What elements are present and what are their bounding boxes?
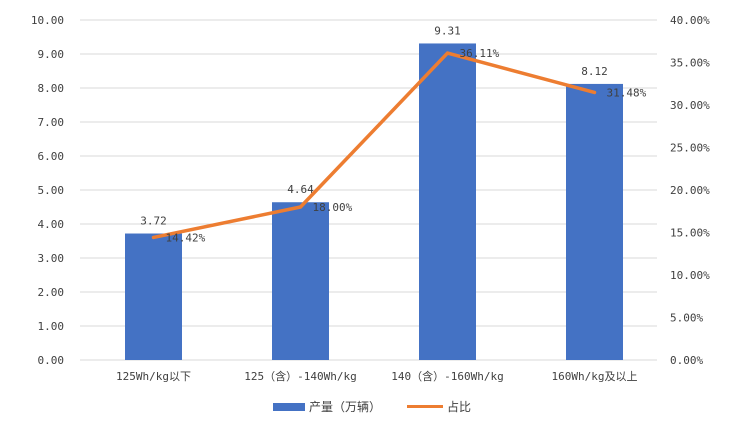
category-label: 160Wh/kg及以上 [552,370,638,383]
line-series [151,51,597,240]
right-tick-label: 40.00% [670,14,710,27]
line-data-label: 31.48% [607,86,647,99]
legend-swatch-bar [272,402,305,411]
left-tick-label: 1.00 [38,320,65,333]
bar-data-label: 3.72 [140,215,167,228]
right-tick-label: 30.00% [670,99,710,112]
category-label: 140（含）-160Wh/kg [391,369,503,383]
right-tick-label: 10.00% [670,269,710,282]
right-tick-label: 25.00% [670,142,710,155]
legend-item-line: 占比 [407,398,471,415]
bar-data-label: 9.31 [434,24,461,37]
bar-data-label: 8.12 [581,65,608,78]
bar [125,233,182,360]
left-tick-label: 0.00 [38,354,65,367]
line-data-label: 14.42% [166,231,206,244]
category-label: 125Wh/kg以下 [116,370,191,383]
left-tick-label: 7.00 [38,116,65,129]
line-data-label: 18.00% [313,201,353,214]
left-tick-label: 2.00 [38,286,65,299]
left-tick-label: 9.00 [38,48,65,61]
bar-data-label: 4.64 [287,183,314,196]
legend-label-bar: 产量（万辆） [308,400,381,414]
legend-item-bar: 产量（万辆） [272,398,381,415]
left-tick-label: 5.00 [38,184,65,197]
left-tick-label: 3.00 [38,252,65,265]
right-tick-label: 0.00% [670,354,703,367]
right-tick-label: 5.00% [670,312,703,325]
legend-swatch-line [407,405,443,408]
bar [272,202,329,360]
line-data-label: 36.11% [460,47,500,60]
left-tick-label: 8.00 [38,82,65,95]
right-tick-label: 20.00% [670,184,710,197]
left-tick-label: 10.00 [31,14,64,27]
bar [419,43,476,361]
right-tick-label: 15.00% [670,227,710,240]
legend-label-line: 占比 [447,400,472,414]
category-label: 125（含）-140Wh/kg [244,369,356,383]
legend: 产量（万辆） 占比 [0,398,744,415]
combo-chart: 0.00 1.00 2.00 3.00 4.00 5.00 6.00 7.00 8.00 9.00… [31,14,710,383]
left-tick-label: 6.00 [38,150,65,163]
bar [566,83,623,361]
right-tick-label: 35.00% [670,57,710,70]
left-tick-label: 4.00 [38,218,65,231]
